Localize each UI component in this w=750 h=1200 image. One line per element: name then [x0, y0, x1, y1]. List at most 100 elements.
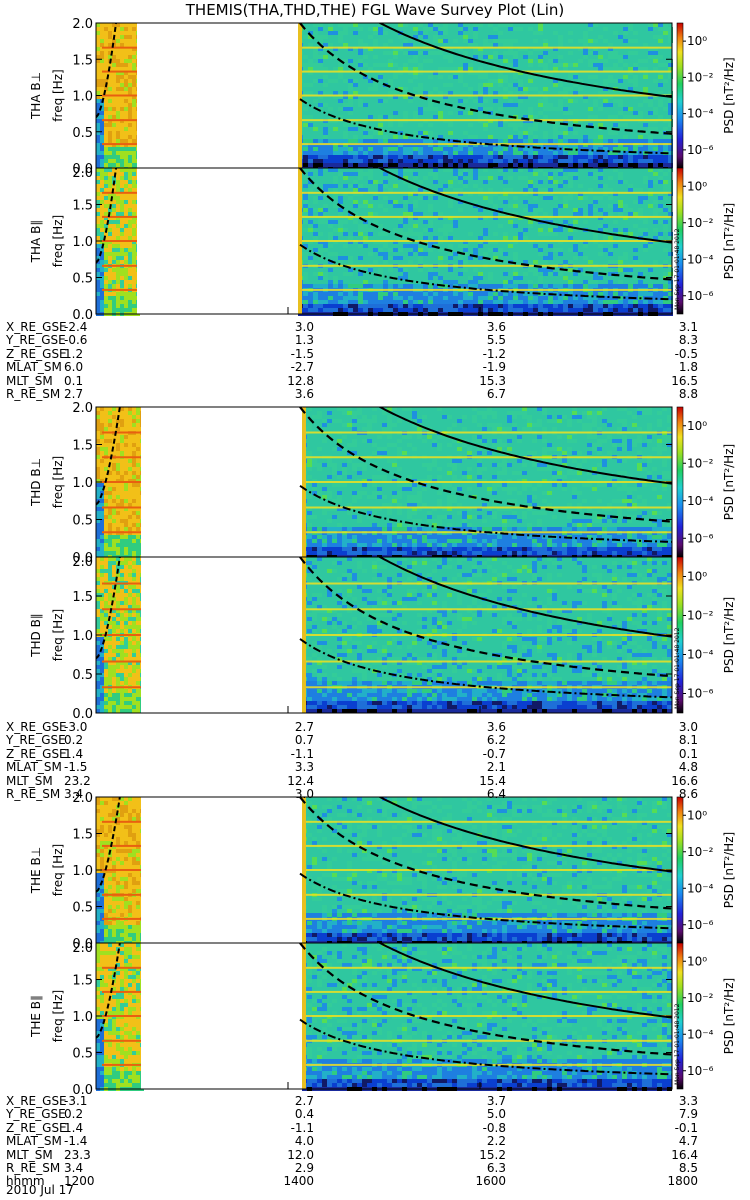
colorbar-tick: 10⁻⁶ — [687, 687, 714, 701]
ytick-label: 0.5 — [72, 901, 93, 916]
ytick-label: 1.0 — [72, 864, 93, 879]
ephemeris-value: 4.7 — [678, 1134, 698, 1149]
hot-band — [102, 844, 141, 847]
hot-band — [102, 264, 137, 267]
ytick-label: 1.5 — [72, 439, 93, 454]
colorbar-tick: 10⁰ — [687, 179, 707, 193]
spectrogram-panel-tha-bperp: 0.0 0.5 1.0 1.5 2.0 THA B⊥ freq [Hz] 10⁰ 10⁻² 10⁻… — [29, 17, 736, 177]
ephemeris-name: Y_RE_GSE — [6, 333, 66, 348]
harmonic-line — [302, 119, 672, 122]
ytick-label: 0.0 — [72, 308, 93, 323]
ephemeris-value: -2.4 — [64, 320, 88, 334]
ytick-label: 1.5 — [72, 53, 93, 68]
ephemeris-value: 8.8 — [678, 386, 698, 401]
harmonic-line — [306, 844, 672, 847]
ephemeris-name: Y_RE_GSE — [6, 733, 66, 748]
harmonic-line — [306, 456, 672, 459]
ephemeris-value: 12.4 — [287, 773, 314, 788]
ephemeris-value: 16.5 — [671, 373, 698, 388]
hot-band — [102, 990, 141, 993]
edge-strip — [302, 407, 306, 557]
harmonic-line — [306, 660, 672, 663]
ephemeris-value: -3.0 — [64, 720, 88, 734]
hot-band — [102, 608, 141, 611]
colorbar-label: PSD [nT²/Hz] — [722, 597, 736, 673]
ytick-label: 1.0 — [72, 476, 93, 491]
timestamp-stamp: Mon Sep 17 01:01:48 2012 — [674, 228, 681, 310]
colorbar: 10⁰ 10⁻² 10⁻⁴ 10⁻⁶ PSD [nT²/Hz] Mon Sep 17 01… — [674, 167, 736, 315]
ephemeris-value: 5.0 — [486, 1107, 506, 1122]
data-gap — [141, 407, 302, 557]
colorbar-tick: 10⁻⁶ — [687, 1064, 714, 1078]
ephemeris-value: 4.0 — [294, 1134, 314, 1149]
ylabel-freq: freq [Hz] — [51, 609, 65, 661]
ephemeris-value: 0.2 — [64, 733, 84, 748]
ephemeris-value: 3.7 — [486, 1094, 506, 1108]
hot-band — [102, 660, 141, 663]
ephemeris-name: X_RE_GSE — [6, 720, 67, 734]
ytick-label: 1.5 — [72, 199, 93, 214]
edge-strip — [302, 797, 306, 943]
ephemeris-name: R_RE_SM — [6, 1160, 61, 1175]
ephemeris-value: 0.4 — [294, 1107, 314, 1122]
ephemeris-name: MLT_SM — [6, 1147, 53, 1162]
spectrogram-panel-thd-bperp: 0.0 0.5 1.0 1.5 2.0 THD B⊥ freq [Hz] 10⁰ 10⁻² 10⁻… — [29, 401, 736, 566]
ytick-label: 0.5 — [72, 668, 93, 683]
fcp-curve — [299, 23, 672, 135]
fcp2-curve — [299, 872, 672, 930]
harmonic-line — [306, 506, 672, 509]
ephemeris-value: 6.4 — [486, 786, 506, 801]
colorbar-tick: 10⁻² — [687, 216, 714, 230]
ytick-label: 1.0 — [72, 1010, 93, 1025]
ephemeris-value: 3.4 — [64, 1160, 84, 1175]
hot-band — [102, 966, 141, 969]
fcp2-curve — [299, 98, 672, 155]
ephemeris-value: 8.3 — [678, 333, 698, 348]
hot-band — [102, 119, 137, 122]
ephemeris-value: -3.1 — [64, 1094, 88, 1108]
hot-band — [102, 240, 137, 242]
fce-curve — [377, 557, 672, 638]
ephemeris-value: 0.1 — [64, 373, 84, 388]
ephemeris-value: 2.7 — [294, 1094, 314, 1108]
ylabel-freq: freq [Hz] — [51, 990, 65, 1042]
ytick-label: 0.5 — [72, 272, 93, 287]
colorbar-tick: 10⁻⁴ — [687, 107, 714, 121]
gyro-curves — [96, 797, 672, 930]
ylabel-freq: freq [Hz] — [51, 456, 65, 508]
ephemeris-value: 16.4 — [671, 1147, 698, 1162]
ephemeris-value: 3.0 — [294, 786, 314, 801]
colorbar-gradient — [676, 556, 684, 714]
colorbar-tick: 10⁻² — [687, 991, 714, 1005]
ephemeris-value: -0.5 — [674, 346, 698, 361]
hot-band — [102, 481, 141, 483]
fce-curve — [377, 168, 672, 244]
ephemeris-value: 8.6 — [678, 786, 698, 801]
ephemeris-name: R_RE_SM — [6, 786, 61, 801]
colorbar-gradient — [676, 406, 684, 558]
ephemeris-value: 23.2 — [64, 773, 91, 788]
ylabel: THE B⊥ — [29, 847, 43, 894]
ephemeris-value: 15.4 — [479, 773, 506, 788]
hot-band — [102, 191, 137, 194]
ephemeris-name: MLT_SM — [6, 373, 53, 388]
harmonic-line — [302, 191, 672, 194]
hot-band — [102, 456, 141, 459]
ephemeris-name: hhmm — [6, 1174, 45, 1189]
ephemeris-value: 2.1 — [486, 760, 506, 775]
fce-curve — [377, 943, 672, 1019]
colorbar-label: PSD [nT²/Hz] — [722, 444, 736, 520]
ytick-label: 2.0 — [72, 791, 93, 806]
ephemeris-value: -1.9 — [482, 360, 506, 375]
hot-band — [102, 686, 141, 689]
ytick-label: 0.0 — [72, 937, 93, 952]
fce-curve — [377, 797, 672, 873]
spectrogram-panel-the-bperp: 0.0 0.5 1.0 1.5 2.0 THE B⊥ freq [Hz] 10⁰ 10⁻² 10⁻… — [29, 791, 736, 952]
harmonic-line — [302, 70, 672, 73]
fcp2-curve — [299, 243, 672, 301]
ytick-label: 1.0 — [72, 629, 93, 644]
colorbar-gradient — [676, 22, 684, 169]
ytick-label: 2.0 — [72, 555, 93, 570]
ytick-label: 0.0 — [72, 1083, 93, 1098]
colorbar-tick: 10⁻² — [687, 456, 714, 470]
